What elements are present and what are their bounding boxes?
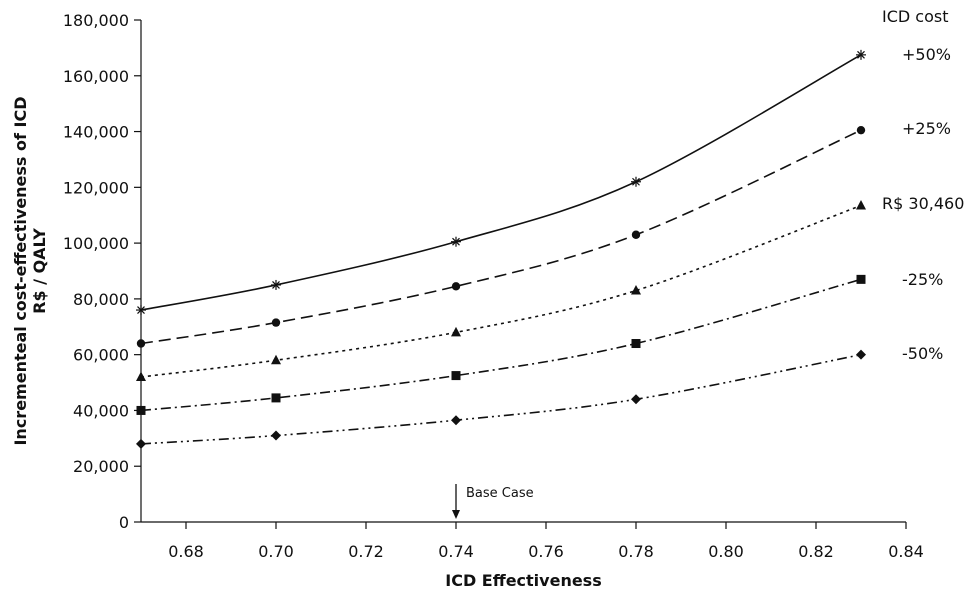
- x-tick-label: 0.84: [888, 542, 924, 561]
- x-axis-title: ICD Effectiveness: [445, 571, 601, 590]
- y-tick-label: 180,000: [63, 11, 129, 30]
- data-point-square: [271, 393, 281, 403]
- legend-title: ICD cost: [882, 7, 949, 26]
- data-point-square: [631, 339, 641, 349]
- annotation-layer: Base Case: [452, 484, 534, 519]
- data-point-triangle: [451, 326, 461, 337]
- y-tick-label: 0: [119, 513, 129, 532]
- data-point-circle: [451, 282, 461, 291]
- series-line: [140, 204, 862, 378]
- data-point-diamond: [631, 394, 641, 405]
- series-4: [136, 274, 866, 415]
- y-tick-label: 160,000: [63, 67, 129, 86]
- series-line: [140, 278, 862, 412]
- data-point-asterisk: [136, 305, 146, 316]
- data-point-asterisk: [631, 176, 641, 187]
- x-tick-label: 0.74: [438, 542, 474, 561]
- x-tick-label: 0.72: [348, 542, 384, 561]
- data-point-triangle: [856, 199, 866, 210]
- y-tick-label: 60,000: [73, 346, 129, 365]
- x-tick-label: 0.76: [528, 542, 564, 561]
- data-point-square: [451, 371, 461, 381]
- series-2: [136, 125, 866, 348]
- y-tick-label: 20,000: [73, 457, 129, 476]
- y-tick-label: 120,000: [63, 178, 129, 197]
- data-point-triangle: [136, 371, 146, 381]
- legend-label: -50%: [902, 344, 943, 363]
- legend-label: R$ 30,460: [882, 194, 964, 213]
- x-ticks: 0.68 0.70 0.72 0.74 0.76 0.78 0.80 0.82 0.84: [168, 522, 924, 561]
- x-tick-label: 0.68: [168, 542, 204, 561]
- series-line: [140, 54, 862, 311]
- y-ticks: 0 20,000 40,000 60,000 80,000 100,000 120,000 1…: [63, 11, 141, 532]
- y-axis-title-line-2: R$ / QALY: [30, 228, 49, 314]
- y-tick-label: 140,000: [63, 123, 129, 142]
- legend-layer: +50% +25% R$ 30,460 -25% -50%: [882, 45, 964, 363]
- data-point-diamond: [451, 415, 461, 426]
- axes: [140, 20, 906, 523]
- data-point-circle: [856, 125, 866, 135]
- x-tick-label: 0.82: [798, 542, 834, 561]
- data-point-triangle: [271, 354, 281, 365]
- x-tick-label: 0.70: [258, 542, 294, 561]
- x-tick-label: 0.78: [618, 542, 654, 561]
- legend-label: +25%: [902, 119, 951, 138]
- data-point-circle: [136, 339, 146, 348]
- data-point-circle: [271, 318, 281, 327]
- data-point-asterisk: [271, 279, 281, 290]
- y-tick-label: 100,000: [63, 234, 129, 253]
- series-1: [136, 49, 866, 316]
- x-tick-label: 0.80: [708, 542, 744, 561]
- series-line: [140, 129, 862, 345]
- series-3: [136, 199, 866, 381]
- base-case-arrowhead: [452, 510, 460, 519]
- data-point-circle: [631, 230, 641, 239]
- legend-label: -25%: [902, 270, 943, 289]
- series-layer: [136, 49, 866, 449]
- base-case-label: Base Case: [466, 486, 534, 501]
- data-point-diamond: [856, 349, 866, 360]
- data-point-asterisk: [451, 236, 461, 247]
- data-point-diamond: [136, 438, 146, 449]
- y-tick-label: 40,000: [73, 401, 129, 420]
- legend-label: +50%: [902, 45, 951, 64]
- data-point-triangle: [631, 285, 641, 295]
- y-axis-title-line-1: Incrementeal cost-effectiveness of ICD: [11, 96, 30, 445]
- data-point-diamond: [271, 430, 281, 441]
- series-5: [136, 349, 866, 449]
- data-point-square: [856, 274, 866, 284]
- data-point-asterisk: [856, 49, 866, 60]
- series-line: [140, 353, 862, 445]
- data-point-square: [136, 405, 146, 415]
- y-tick-label: 80,000: [73, 290, 129, 309]
